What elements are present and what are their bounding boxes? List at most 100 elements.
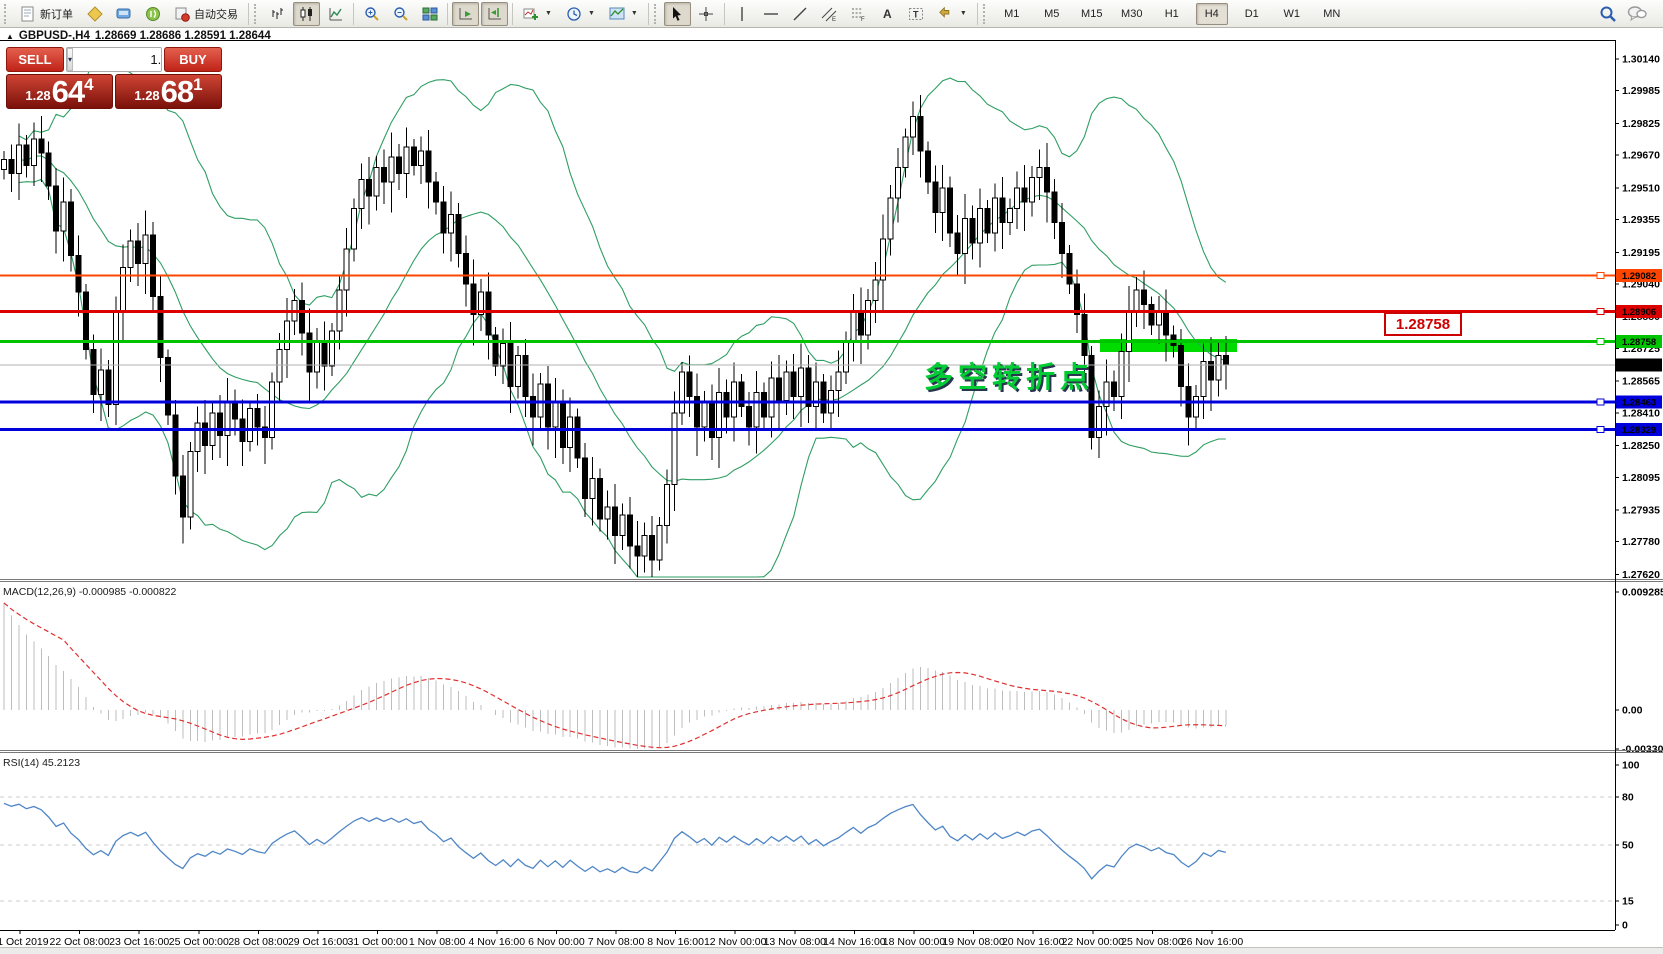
volume-stepper: ▾ ▴: [66, 47, 162, 72]
crosshair-tool-button[interactable]: [693, 2, 720, 26]
timeframe-w1[interactable]: W1: [1283, 7, 1301, 20]
trendline-icon: [792, 6, 808, 22]
svg-text:1.29510: 1.29510: [1622, 182, 1660, 194]
toolbar-grip[interactable]: [254, 3, 259, 24]
tile-windows-button[interactable]: [416, 2, 443, 26]
toolbar-separator: [353, 2, 354, 25]
vertical-line-icon: [734, 6, 750, 22]
toolbar-grip[interactable]: [4, 3, 9, 24]
label-tool-button[interactable]: T: [903, 2, 930, 26]
timeframe-d1[interactable]: D1: [1244, 7, 1259, 20]
zoom-out-icon: [393, 6, 409, 22]
fibonacci-tool-button[interactable]: F: [845, 2, 872, 26]
svg-text:22 Nov 00:00: 22 Nov 00:00: [1062, 936, 1125, 948]
zoom-in-button[interactable]: [358, 2, 385, 26]
trendline-tool-button[interactable]: [787, 2, 814, 26]
chart-symbol-period: GBPUSD-,H4: [18, 30, 90, 42]
channel-icon: E: [821, 6, 837, 22]
candlestick-chart-icon: [299, 6, 315, 22]
search-button[interactable]: [1594, 2, 1621, 26]
wizard-icon: [86, 5, 103, 22]
main-toolbar: 新订单 自动交易 ▼: [0, 0, 1663, 28]
chat-icon: [1627, 5, 1647, 23]
svg-text:0.009285: 0.009285: [1622, 587, 1663, 599]
sell-button[interactable]: SELL: [6, 47, 64, 72]
svg-text:6 Nov 00:00: 6 Nov 00:00: [528, 936, 585, 948]
buy-button[interactable]: BUY: [164, 47, 222, 72]
auto-trading-label: 自动交易: [194, 8, 238, 21]
svg-text:22 Oct 08:00: 22 Oct 08:00: [50, 936, 110, 948]
zoom-out-button[interactable]: [387, 2, 414, 26]
buy-price-display[interactable]: 1.28 68 1: [115, 74, 222, 109]
svg-text:1.29355: 1.29355: [1622, 214, 1660, 226]
price-box-annotation[interactable]: 1.28758: [1384, 312, 1462, 336]
channel-tool-button[interactable]: E: [816, 2, 843, 26]
chart-text-annotation[interactable]: 多空转折点: [924, 362, 1095, 394]
svg-text:80: 80: [1622, 792, 1634, 804]
svg-text:1.29082: 1.29082: [1622, 271, 1656, 282]
sound-button[interactable]: [139, 2, 166, 26]
toolbar-grip[interactable]: [982, 3, 988, 24]
shapes-tool-button[interactable]: ▼: [932, 2, 973, 26]
toolbar-separator: [248, 2, 249, 25]
volume-input[interactable]: [73, 48, 161, 71]
volume-down-button[interactable]: ▾: [67, 48, 74, 71]
svg-text:1.30140: 1.30140: [1622, 54, 1660, 66]
chart-title: ▲ GBPUSD-,H4 1.28669 1.28686 1.28591 1.2…: [6, 30, 271, 42]
svg-text:23 Oct 16:00: 23 Oct 16:00: [109, 936, 169, 948]
periods-button[interactable]: ▼: [560, 2, 601, 26]
cursor-tool-button[interactable]: [663, 1, 691, 26]
collapse-arrow-icon[interactable]: ▲: [6, 31, 14, 41]
horizontal-line-tool-button[interactable]: [758, 2, 785, 26]
svg-text:1.29985: 1.29985: [1622, 85, 1660, 97]
toolbar-grip[interactable]: [653, 3, 659, 24]
chart-shift-button[interactable]: [481, 1, 508, 26]
svg-text:29 Oct 16:00: 29 Oct 16:00: [288, 936, 348, 948]
svg-text:1.28095: 1.28095: [1622, 472, 1660, 484]
community-icon: [116, 6, 132, 22]
toolbar-separator: [512, 2, 513, 25]
fibonacci-icon: F: [850, 6, 866, 22]
indicators-button[interactable]: ▼: [517, 2, 558, 26]
timeframe-m5[interactable]: M5: [1044, 7, 1060, 20]
chart-canvas[interactable]: 1.30140 1.29985 1.29825 1.29670 1.29510 1.293…: [0, 28, 1663, 954]
svg-text:1.28758: 1.28758: [1622, 337, 1656, 348]
label-tool-icon: T: [908, 6, 924, 22]
search-icon: [1599, 5, 1617, 23]
svg-text:7 Nov 08:00: 7 Nov 08:00: [588, 936, 645, 948]
svg-text:1.29825: 1.29825: [1622, 118, 1660, 130]
buy-price-big: 68: [160, 74, 194, 109]
chevron-down-icon: ▼: [630, 10, 638, 17]
svg-text:F: F: [861, 17, 865, 22]
buy-price-sup: 1: [193, 75, 203, 94]
bar-chart-button[interactable]: [264, 2, 291, 26]
tile-windows-icon: [422, 6, 438, 22]
templates-button[interactable]: ▼: [603, 2, 644, 26]
sound-icon: [145, 6, 161, 22]
svg-text:1.29195: 1.29195: [1622, 247, 1660, 259]
sell-price-big: 64: [51, 74, 85, 109]
line-chart-button[interactable]: [322, 2, 349, 26]
timeframe-m1[interactable]: M1: [1004, 7, 1020, 20]
new-order-button[interactable]: 新订单: [14, 2, 79, 26]
timeframe-h4[interactable]: H4: [1195, 2, 1228, 25]
chat-button[interactable]: [1623, 2, 1650, 26]
svg-text:1.27935: 1.27935: [1622, 504, 1660, 516]
auto-scroll-button[interactable]: [452, 1, 479, 26]
vertical-line-tool-button[interactable]: [729, 2, 756, 26]
auto-trading-button[interactable]: 自动交易: [168, 2, 244, 26]
sell-price-display[interactable]: 1.28 64 4: [6, 74, 113, 109]
timeframe-mn[interactable]: MN: [1323, 7, 1341, 20]
timeframe-m30[interactable]: M30: [1121, 7, 1143, 20]
template-icon: [609, 6, 625, 22]
timeframe-h1[interactable]: H1: [1164, 7, 1179, 20]
text-tool-button[interactable]: A: [874, 2, 901, 26]
wizard-button[interactable]: [81, 2, 108, 26]
candlestick-chart-button[interactable]: [293, 1, 320, 26]
svg-text:19 Nov 08:00: 19 Nov 08:00: [942, 936, 1005, 948]
community-button[interactable]: [110, 2, 137, 26]
sell-price-sup: 4: [84, 75, 94, 94]
toolbar-separator: [976, 2, 978, 25]
timeframe-m15[interactable]: M15: [1081, 7, 1103, 20]
chevron-down-icon: ▼: [959, 10, 967, 17]
